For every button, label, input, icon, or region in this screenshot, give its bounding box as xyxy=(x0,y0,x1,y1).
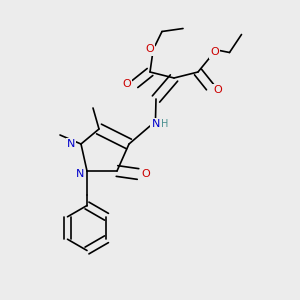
Text: N: N xyxy=(152,119,160,130)
Text: O: O xyxy=(213,85,222,95)
Text: H: H xyxy=(160,119,168,130)
Text: N: N xyxy=(76,169,84,179)
Text: O: O xyxy=(122,79,131,89)
Text: N: N xyxy=(67,139,75,149)
Text: O: O xyxy=(146,44,154,55)
Text: O: O xyxy=(141,169,150,179)
Text: O: O xyxy=(210,47,219,58)
